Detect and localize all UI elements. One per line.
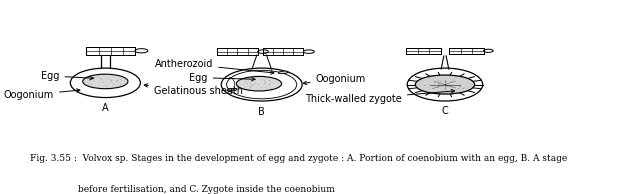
Circle shape	[236, 76, 281, 91]
Text: Thick-walled zygote: Thick-walled zygote	[305, 90, 455, 104]
Text: B: B	[258, 107, 265, 117]
Ellipse shape	[227, 88, 237, 91]
Text: Antherozoid: Antherozoid	[155, 59, 274, 74]
Text: C: C	[442, 106, 449, 116]
Text: Oogonium: Oogonium	[4, 89, 80, 100]
Text: Oogonium: Oogonium	[303, 74, 366, 85]
Text: Egg: Egg	[41, 71, 94, 81]
Text: A: A	[102, 103, 109, 113]
Circle shape	[416, 75, 475, 94]
Text: before fertilisation, and C. Zygote inside the coenobium: before fertilisation, and C. Zygote insi…	[79, 185, 335, 194]
Text: Fig. 3.55 :  Volvox sp. Stages in the development of egg and zygote : A. Portion: Fig. 3.55 : Volvox sp. Stages in the dev…	[30, 154, 567, 163]
Ellipse shape	[278, 71, 288, 74]
Text: Egg: Egg	[190, 73, 255, 83]
Circle shape	[83, 74, 128, 89]
Text: Gelatinous sheath: Gelatinous sheath	[144, 84, 243, 96]
